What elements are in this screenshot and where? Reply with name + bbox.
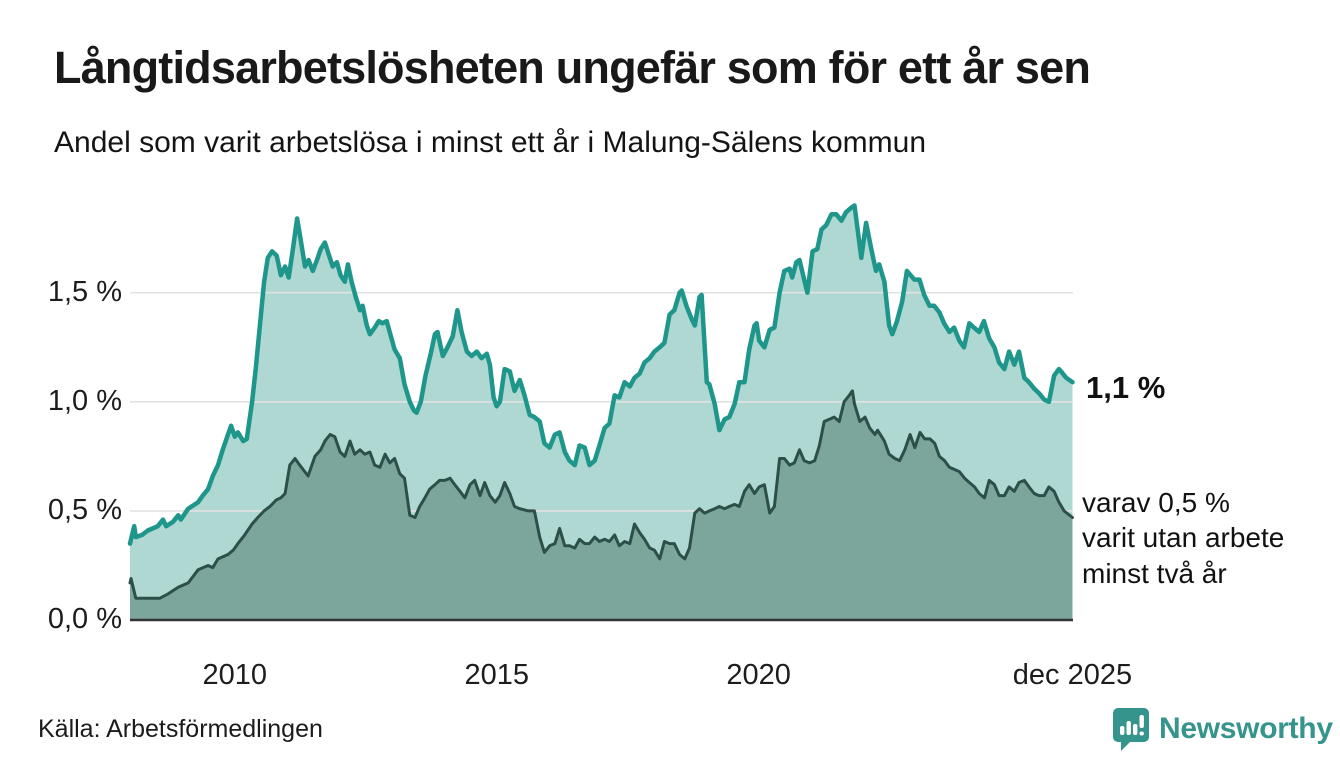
series-two-years-area: [130, 390, 1073, 620]
x-tick-label: dec 2025: [1012, 659, 1133, 691]
x-tick-label: 2010: [202, 659, 268, 691]
y-tick-label: 1,5 %: [47, 275, 122, 308]
brand-wordmark: Newsworthy: [1159, 712, 1333, 745]
two-years-annotation: varav 0,5 % varit utan arbete minst två …: [1082, 487, 1285, 589]
x-tick-label: 2015: [464, 659, 529, 691]
series-total-line: [127, 203, 1075, 546]
newsworthy-logo-icon: [1113, 708, 1149, 751]
page-title: Långtidsarbetslösheten ungefär som för e…: [54, 42, 1091, 93]
source-credit: Källa: Arbetsförmedlingen: [38, 715, 323, 743]
x-tick-label: 2020: [726, 659, 791, 691]
y-tick-label: 0,5 %: [47, 493, 122, 526]
y-tick-label: 1,0 %: [47, 384, 122, 417]
current-value-annotation: 1,1 %: [1086, 370, 1166, 405]
y-tick-label: 0,0 %: [47, 603, 122, 635]
series-two-years-line: [128, 389, 1074, 600]
chart-subtitle: Andel som varit arbetslösa i minst ett å…: [54, 126, 927, 159]
brand-link[interactable]: Newsworthy: [1110, 706, 1333, 752]
